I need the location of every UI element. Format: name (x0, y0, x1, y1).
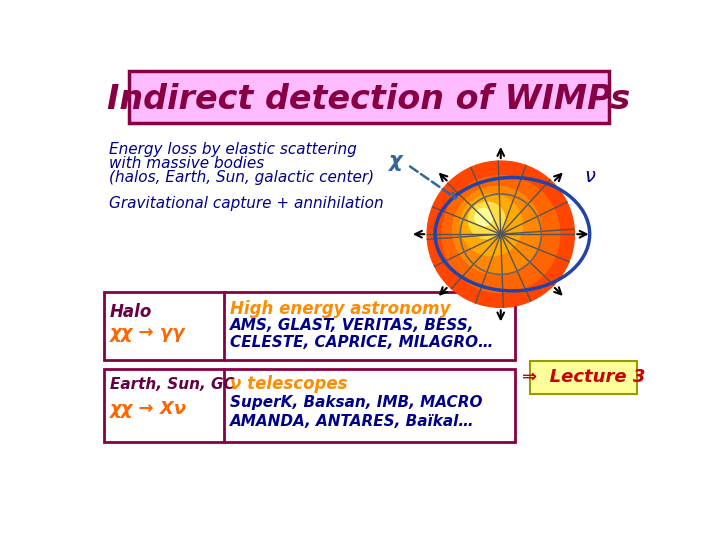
FancyBboxPatch shape (104, 369, 515, 442)
Text: SuperK, Baksan, IMB, MACRO: SuperK, Baksan, IMB, MACRO (230, 395, 483, 410)
Text: Indirect detection of WIMPs: Indirect detection of WIMPs (107, 83, 631, 116)
Text: ν: ν (585, 167, 595, 186)
Text: ⇒  Lecture 3: ⇒ Lecture 3 (522, 368, 645, 387)
Circle shape (461, 194, 523, 255)
Text: χχ → Xν: χχ → Xν (110, 400, 187, 418)
Circle shape (453, 186, 541, 274)
Text: with massive bodies: with massive bodies (109, 156, 265, 171)
Text: χ: χ (390, 151, 403, 171)
Text: (halos, Earth, Sun, galactic center): (halos, Earth, Sun, galactic center) (109, 170, 374, 185)
Text: AMS, GLAST, VERITAS, BESS,: AMS, GLAST, VERITAS, BESS, (230, 318, 474, 333)
Text: High energy astronomy: High energy astronomy (230, 300, 451, 318)
Circle shape (475, 208, 492, 226)
Text: Gravitational capture + annihilation: Gravitational capture + annihilation (109, 195, 384, 211)
Circle shape (427, 161, 575, 307)
Text: ν telescopes: ν telescopes (230, 375, 348, 393)
Circle shape (469, 202, 505, 239)
Text: Halo: Halo (110, 303, 153, 321)
Text: Energy loss by elastic scattering: Energy loss by elastic scattering (109, 142, 357, 157)
FancyBboxPatch shape (530, 361, 637, 394)
Circle shape (442, 176, 559, 293)
Text: χχ → γγ: χχ → γγ (110, 325, 186, 342)
FancyBboxPatch shape (129, 71, 609, 123)
FancyBboxPatch shape (104, 292, 515, 360)
Text: Earth, Sun, GC: Earth, Sun, GC (110, 377, 235, 392)
Text: AMANDA, ANTARES, Baïkal…: AMANDA, ANTARES, Baïkal… (230, 414, 475, 429)
Text: CELESTE, CAPRICE, MILAGRO…: CELESTE, CAPRICE, MILAGRO… (230, 335, 494, 350)
